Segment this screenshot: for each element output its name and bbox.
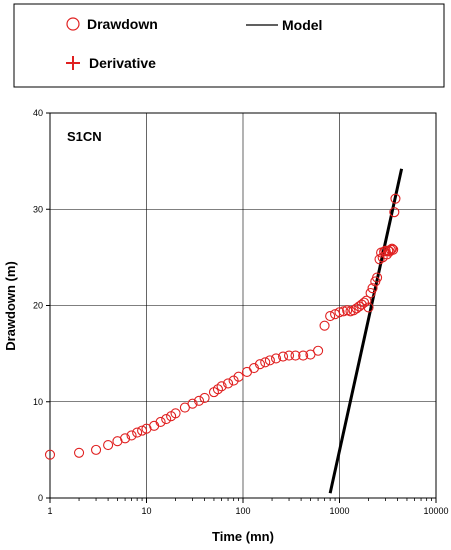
drawdown-point	[199, 392, 210, 403]
drawdown-point	[334, 307, 345, 318]
drawdown-point	[390, 193, 401, 204]
drawdown-point	[388, 244, 399, 255]
drawdown-point	[264, 355, 275, 366]
drawdown-point	[270, 353, 282, 364]
x-tick-label: 1000	[329, 506, 349, 516]
drawdown-point	[103, 440, 114, 451]
drawdown-point	[241, 366, 253, 377]
drawdown-point	[149, 420, 160, 431]
x-axis-title: Time (mn)	[212, 529, 274, 544]
drawdown-point	[374, 254, 385, 265]
drawdown-point	[365, 287, 376, 299]
model-series	[328, 168, 404, 494]
drawdown-point	[277, 351, 289, 362]
drawdown-point	[372, 272, 383, 283]
drawdown-point	[386, 243, 398, 254]
drawdown-point	[313, 345, 324, 356]
drawdown-point	[216, 381, 227, 392]
drawdown-point	[260, 357, 271, 368]
drawdown-point	[363, 302, 374, 313]
drawdown-point	[298, 350, 309, 361]
y-tick-label: 0	[38, 493, 43, 503]
legend-derivative-marker	[66, 56, 80, 70]
drawdown-point	[367, 283, 378, 294]
y-axis-title: Drawdown (m)	[3, 261, 18, 351]
drawdown-point	[170, 408, 181, 419]
drawdown-point	[126, 430, 137, 441]
legend-item-model: Model	[246, 17, 322, 33]
y-tick-label: 30	[33, 204, 43, 214]
drawdown-point	[73, 447, 85, 458]
x-tick-label: 10000	[423, 506, 448, 516]
drawdown-point	[254, 359, 266, 370]
drawdown-point	[325, 311, 336, 322]
drawdown-point	[120, 433, 131, 444]
drawdown-point	[338, 306, 349, 317]
drawdown-point	[361, 295, 372, 306]
x-tick-label: 10	[141, 506, 151, 516]
legend-frame	[13, 3, 445, 88]
drawdown-point	[351, 303, 362, 314]
drawdown-series	[44, 193, 401, 460]
drawdown-point	[385, 244, 396, 255]
legend: Drawdown Derivative Model	[13, 3, 445, 88]
drawdown-point	[212, 384, 223, 395]
drawdown-point	[223, 378, 234, 389]
x-axis-ticks: 1 10 100 1000 10000	[47, 498, 449, 516]
drawdown-point	[90, 444, 102, 455]
drawdown-point	[283, 350, 295, 361]
y-tick-label: 10	[33, 397, 43, 407]
drawdown-point	[319, 320, 330, 331]
legend-item-drawdown: Drawdown	[66, 16, 158, 32]
drawdown-point	[187, 398, 198, 409]
drawdown-point	[389, 207, 400, 218]
panel-label: S1CN	[67, 129, 102, 144]
drawdown-point	[155, 416, 166, 428]
drawdown-point	[193, 395, 205, 406]
drawdown-point	[348, 305, 359, 316]
drawdown-point	[137, 425, 148, 436]
y-axis-ticks: 0 10 20 30 40	[33, 108, 50, 503]
drawdown-point	[44, 449, 56, 460]
legend-derivative-label: Derivative	[89, 55, 156, 71]
x-tick-label: 1	[47, 506, 52, 516]
x-tick-label: 100	[235, 506, 250, 516]
drawdown-point	[290, 350, 301, 361]
drawdown-point	[161, 414, 172, 425]
legend-drawdown-label: Drawdown	[87, 16, 158, 32]
drawdown-point	[132, 427, 143, 438]
drawdown-point	[233, 371, 244, 382]
legend-drawdown-marker	[66, 17, 80, 31]
legend-model-label: Model	[282, 17, 322, 33]
y-tick-label: 20	[33, 301, 43, 311]
y-tick-label: 40	[33, 108, 43, 118]
legend-item-derivative: Derivative	[66, 55, 156, 71]
model-line	[328, 168, 404, 494]
